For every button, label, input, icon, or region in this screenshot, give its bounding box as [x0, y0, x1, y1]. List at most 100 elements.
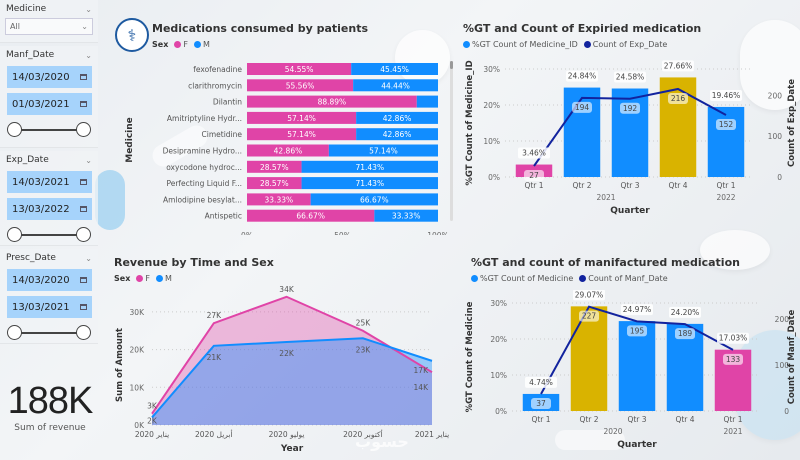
medicine-slicer-title: Medicine — [6, 4, 47, 14]
legend-item-f[interactable]: F — [136, 274, 150, 283]
legend-item-count[interactable]: Count of Manf_Date — [579, 274, 668, 283]
data-label-m: 22K — [279, 349, 295, 358]
line-m — [151, 337, 433, 419]
line-data-label: 152 — [719, 120, 734, 129]
data-label-bg — [621, 304, 653, 316]
x-tick-label: 0% — [241, 231, 253, 235]
bar-segment-f — [247, 160, 302, 173]
scrollbar-thumb[interactable] — [450, 61, 453, 69]
exp-date-range-slider[interactable] — [7, 224, 91, 246]
x-tick-label: يوليو 2020 — [269, 430, 305, 439]
data-label-bg — [573, 290, 605, 301]
chevron-down-icon[interactable]: ⌄ — [85, 155, 92, 165]
calendar-icon[interactable] — [80, 277, 87, 283]
data-label-f: 57.14% — [287, 130, 316, 139]
medications-chart-title: Medications consumed by patients — [152, 22, 368, 35]
y2-tick-label: 0 — [784, 407, 789, 416]
x-tick-label: Qtr 4 — [675, 415, 694, 424]
line-data-label: 37 — [536, 399, 546, 408]
bar — [570, 306, 608, 411]
data-label-f: 28.57% — [260, 163, 289, 172]
data-label-m: 33.33% — [392, 212, 421, 221]
data-label-m: 2K — [147, 416, 158, 425]
chevron-down-icon[interactable]: ⌄ — [85, 50, 92, 60]
count-line — [540, 305, 734, 395]
presc-date-range-slider[interactable] — [7, 322, 91, 344]
chevron-down-icon[interactable]: ⌄ — [85, 4, 92, 14]
bar-segment-f — [247, 95, 417, 108]
revenue-chart-title: Revenue by Time and Sex — [114, 256, 274, 269]
line-data-label: 194 — [575, 103, 590, 112]
legend-dot-icon — [471, 275, 478, 282]
bar-data-label: 3.46% — [522, 149, 546, 158]
bar-segment-f — [247, 193, 311, 206]
y-axis-title: %GT Count of Medicine — [465, 301, 475, 412]
bar-data-label: 24.84% — [568, 72, 597, 81]
line-label-bg — [668, 92, 688, 104]
legend-dot-icon — [136, 275, 144, 282]
manf-date-end-input[interactable]: 01/03/2021 — [7, 93, 92, 115]
bar-segment-f — [247, 79, 354, 92]
exp-date-slicer: Exp_Date ⌄ 14/03/2021 13/03/2022 — [0, 151, 98, 246]
legend-item-count[interactable]: Count of Exp_Date — [583, 40, 667, 49]
bar-segment-m — [301, 177, 438, 190]
legend-item-f[interactable]: F — [174, 40, 188, 49]
legend-item-m[interactable]: M — [193, 40, 210, 49]
y-tick-label: 10% — [490, 371, 507, 380]
data-label-bg — [717, 332, 749, 344]
exp-date-end-input[interactable]: 13/03/2022 — [7, 198, 92, 220]
expired-chart-title: %GT and Count of Expiried medication — [463, 22, 702, 35]
year-group-label: 2021 — [596, 193, 615, 202]
line-data-label: 227 — [582, 312, 597, 321]
calendar-icon[interactable] — [80, 179, 87, 185]
legend-item-m[interactable]: M — [155, 274, 172, 283]
calendar-icon[interactable] — [80, 101, 87, 107]
manf-date-start-input[interactable]: 14/03/2020 — [7, 66, 92, 88]
x-tick-label: Qtr 1 — [531, 415, 550, 424]
bar-data-label: 4.74% — [529, 378, 553, 387]
x-tick-label: أكتوبر 2020 — [343, 429, 383, 439]
data-label-f: 88.89% — [318, 98, 347, 107]
bar-data-label: 24.58% — [616, 73, 645, 82]
legend-item-gt[interactable]: %GT Count of Medicine_ID — [463, 40, 578, 49]
background-tablet — [700, 230, 770, 270]
legend-item-gt[interactable]: %GT Count of Medicine — [471, 274, 573, 283]
line-label-bg — [620, 102, 640, 114]
y-tick-label: 0K — [134, 421, 145, 430]
x-axis-title: Quarter — [610, 206, 650, 216]
bar-segment-f — [247, 144, 329, 157]
line-data-label: 133 — [726, 355, 741, 364]
slider-start-handle[interactable] — [7, 122, 22, 137]
slider-end-handle[interactable] — [76, 122, 91, 137]
category-label: Desipramine Hydro... — [163, 147, 242, 156]
calendar-icon[interactable] — [80, 206, 87, 212]
data-label-f: 28.57% — [260, 179, 289, 188]
pharmacy-logo: ⚕ — [115, 18, 149, 52]
slider-end-handle[interactable] — [76, 325, 91, 340]
data-label-f: 57.14% — [287, 114, 316, 123]
category-label: Amitriptyline Hydr... — [167, 114, 242, 123]
calendar-icon[interactable] — [80, 304, 87, 310]
expired-combo-chart: 0% 10% 20% 30% 0 100 200 %GT Count of Medicine_… — [465, 60, 797, 216]
line-data-label: 216 — [671, 94, 686, 103]
presc-date-end-input[interactable]: 13/03/2021 — [7, 296, 92, 318]
data-label-m: 71.43% — [355, 179, 384, 188]
y-tick-label: 10K — [130, 383, 146, 392]
data-label-f: 34K — [279, 285, 295, 294]
manf-date-range-slider[interactable] — [7, 119, 91, 141]
bar-data-label: 27.66% — [664, 61, 693, 70]
legend-dot-icon — [579, 275, 587, 282]
medicine-dropdown[interactable]: All ⌄ — [5, 18, 93, 35]
chevron-down-icon[interactable]: ⌄ — [85, 253, 92, 263]
kpi-value: 188K — [7, 380, 94, 422]
bar-segment-m — [416, 95, 438, 108]
category-label: clarithromycin — [188, 81, 242, 90]
slider-track — [15, 129, 83, 131]
presc-date-start-input[interactable]: 14/03/2020 — [7, 269, 92, 291]
slider-start-handle[interactable] — [7, 325, 22, 340]
expired-legend: %GT Count of Medicine_ID Count of Exp_Da… — [463, 40, 701, 49]
slider-end-handle[interactable] — [76, 227, 91, 242]
calendar-icon[interactable] — [80, 74, 87, 80]
exp-date-start-input[interactable]: 14/03/2021 — [7, 171, 92, 193]
slider-start-handle[interactable] — [7, 227, 22, 242]
